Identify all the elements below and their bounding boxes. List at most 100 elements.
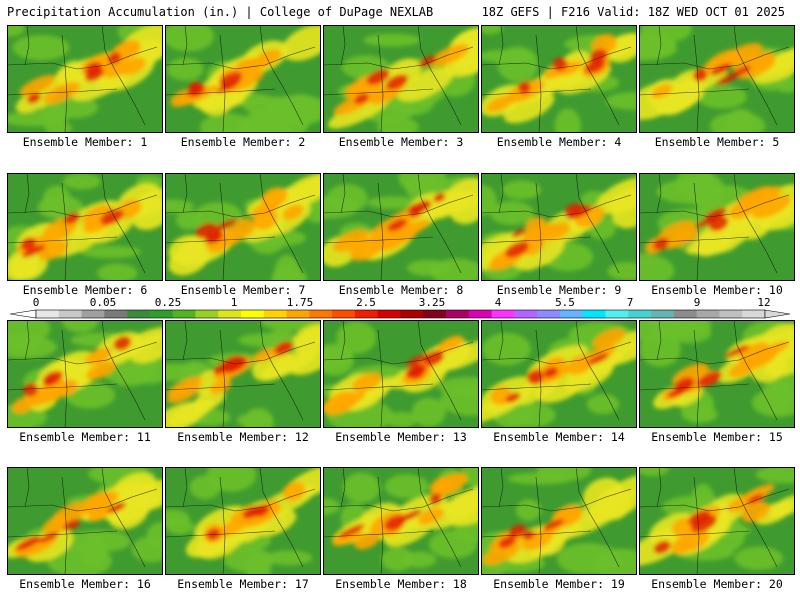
colorbar-swatch bbox=[104, 310, 128, 318]
precip-map bbox=[323, 173, 479, 281]
colorbar-swatch bbox=[332, 310, 356, 318]
ensemble-member-label: Ensemble Member: 17 bbox=[177, 577, 309, 591]
ensemble-member-label: Ensemble Member: 4 bbox=[496, 135, 622, 149]
precip-map bbox=[323, 320, 479, 428]
precip-map bbox=[481, 320, 637, 428]
colorbar-tick-label: 3.25 bbox=[418, 296, 446, 309]
colorbar-swatch bbox=[514, 310, 538, 318]
colorbar-tick-label: 0.25 bbox=[154, 296, 182, 309]
precip-map bbox=[165, 320, 321, 428]
colorbar bbox=[10, 309, 790, 319]
colorbar-swatch bbox=[195, 310, 219, 318]
colorbar-swatch bbox=[241, 310, 265, 318]
colorbar-swatch bbox=[286, 310, 310, 318]
colorbar-tick-label: 12 bbox=[757, 296, 771, 309]
colorbar-swatch bbox=[446, 310, 470, 318]
colorbar-swatch bbox=[423, 310, 447, 318]
precip-map bbox=[639, 467, 795, 575]
colorbar-swatch bbox=[377, 310, 401, 318]
ensemble-member-label: Ensemble Member: 7 bbox=[180, 283, 306, 297]
ensemble-map-panel bbox=[7, 320, 163, 428]
precip-map bbox=[165, 467, 321, 575]
ensemble-member-label: Ensemble Member: 18 bbox=[335, 577, 467, 591]
precip-map bbox=[7, 320, 163, 428]
colorbar-swatch bbox=[81, 310, 105, 318]
precip-map bbox=[323, 467, 479, 575]
precip-map bbox=[7, 467, 163, 575]
ensemble-map-panel bbox=[165, 320, 321, 428]
ensemble-member-label: Ensemble Member: 3 bbox=[338, 135, 464, 149]
colorbar-swatch bbox=[263, 310, 287, 318]
colorbar-swatch bbox=[628, 310, 652, 318]
ensemble-map-panel bbox=[165, 25, 321, 133]
ensemble-map-panel bbox=[639, 173, 795, 281]
colorbar-swatch bbox=[559, 310, 584, 318]
ensemble-map-panel bbox=[639, 320, 795, 428]
precip-map bbox=[7, 25, 163, 133]
precip-map bbox=[639, 25, 795, 133]
precip-map bbox=[481, 173, 637, 281]
ensemble-map-panel bbox=[639, 467, 795, 575]
ensemble-map-panel bbox=[165, 173, 321, 281]
ensemble-member-label: Ensemble Member: 13 bbox=[335, 430, 467, 444]
colorbar-swatch bbox=[400, 310, 424, 318]
ensemble-map-panel bbox=[323, 467, 479, 575]
colorbar-tick-labels: 0 0.05 0.25 1 1.75 2.5 3.25 4 5.5 7 9 12 bbox=[0, 296, 800, 310]
ensemble-member-label: Ensemble Member: 11 bbox=[19, 430, 151, 444]
colorbar-swatch bbox=[354, 310, 379, 318]
colorbar-tick-label: 9 bbox=[693, 296, 701, 309]
colorbar-swatch bbox=[58, 310, 82, 318]
colorbar-tick-label: 1 bbox=[230, 296, 238, 309]
precip-map bbox=[639, 173, 795, 281]
colorbar-tick-label: 0.05 bbox=[89, 296, 117, 309]
ensemble-map-panel bbox=[481, 25, 637, 133]
ensemble-member-label: Ensemble Member: 8 bbox=[338, 283, 464, 297]
run-valid-time: 18Z GEFS | F216 Valid: 18Z WED OCT 01 20… bbox=[481, 5, 785, 19]
ensemble-map-panel bbox=[323, 173, 479, 281]
colorbar-swatch bbox=[172, 310, 196, 318]
figure-title: Precipitation Accumulation (in.) | Colle… bbox=[7, 5, 434, 19]
ensemble-map-panel bbox=[7, 467, 163, 575]
figure-header: Precipitation Accumulation (in.) | Colle… bbox=[0, 0, 800, 24]
ensemble-member-label: Ensemble Member: 6 bbox=[22, 283, 148, 297]
ensemble-member-label: Ensemble Member: 1 bbox=[22, 135, 148, 149]
colorbar-swatch bbox=[127, 310, 151, 318]
ensemble-map-panel bbox=[7, 25, 163, 133]
colorbar-swatch bbox=[719, 310, 743, 318]
precip-map bbox=[165, 25, 321, 133]
ensemble-member-label: Ensemble Member: 2 bbox=[180, 135, 306, 149]
ensemble-member-label: Ensemble Member: 10 bbox=[651, 283, 783, 297]
ensemble-map-panel bbox=[481, 467, 637, 575]
colorbar-tick-label: 7 bbox=[626, 296, 634, 309]
precip-map bbox=[323, 25, 479, 133]
colorbar-swatch bbox=[673, 310, 697, 318]
colorbar-swatch bbox=[309, 310, 333, 318]
colorbar-swatch bbox=[582, 310, 606, 318]
colorbar-swatch bbox=[491, 310, 515, 318]
colorbar-swatch bbox=[742, 310, 766, 318]
ensemble-member-label: Ensemble Member: 9 bbox=[496, 283, 622, 297]
colorbar-swatch bbox=[468, 310, 492, 318]
ensemble-member-label: Ensemble Member: 16 bbox=[19, 577, 151, 591]
ensemble-map-panel bbox=[639, 25, 795, 133]
precip-map bbox=[165, 173, 321, 281]
colorbar-swatch bbox=[537, 310, 561, 318]
ensemble-map-panel bbox=[323, 25, 479, 133]
colorbar-tick-label: 0 bbox=[32, 296, 40, 309]
ensemble-member-label: Ensemble Member: 15 bbox=[651, 430, 783, 444]
ensemble-member-label: Ensemble Member: 20 bbox=[651, 577, 783, 591]
ensemble-member-label: Ensemble Member: 19 bbox=[493, 577, 625, 591]
colorbar-tick-label: 1.75 bbox=[286, 296, 314, 309]
colorbar-swatch bbox=[149, 310, 173, 318]
colorbar-tick-label: 4 bbox=[494, 296, 502, 309]
ensemble-map-panel bbox=[481, 320, 637, 428]
ensemble-member-label: Ensemble Member: 12 bbox=[177, 430, 309, 444]
ensemble-map-panel bbox=[7, 173, 163, 281]
colorbar-swatch bbox=[651, 310, 675, 318]
precip-map bbox=[7, 173, 163, 281]
colorbar-swatch bbox=[36, 310, 60, 318]
precip-map bbox=[481, 467, 637, 575]
precip-map bbox=[481, 25, 637, 133]
ensemble-map-panel bbox=[481, 173, 637, 281]
precip-map bbox=[639, 320, 795, 428]
